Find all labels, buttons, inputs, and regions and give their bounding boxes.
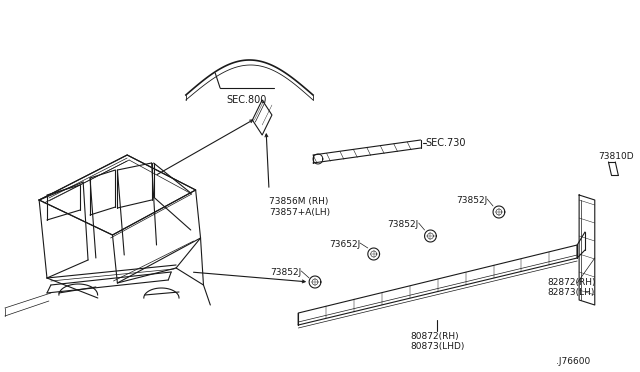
Text: 73652J: 73652J	[329, 240, 360, 249]
Text: 73852J: 73852J	[387, 220, 419, 229]
Text: 73852J: 73852J	[456, 196, 487, 205]
Text: 82873(LH): 82873(LH)	[548, 288, 595, 297]
Text: .J76600: .J76600	[556, 357, 590, 366]
Text: 80872(RH): 80872(RH)	[411, 332, 460, 341]
Text: 73810D: 73810D	[598, 152, 634, 161]
Text: SEC.800: SEC.800	[226, 95, 266, 105]
Text: 73856M (RH): 73856M (RH)	[269, 197, 328, 206]
Text: 80873(LHD): 80873(LHD)	[411, 342, 465, 351]
Text: 73857+A(LH): 73857+A(LH)	[269, 208, 330, 217]
Text: 82872(RH): 82872(RH)	[548, 278, 596, 287]
Text: 73852J: 73852J	[270, 268, 301, 277]
Text: SEC.730: SEC.730	[426, 138, 466, 148]
